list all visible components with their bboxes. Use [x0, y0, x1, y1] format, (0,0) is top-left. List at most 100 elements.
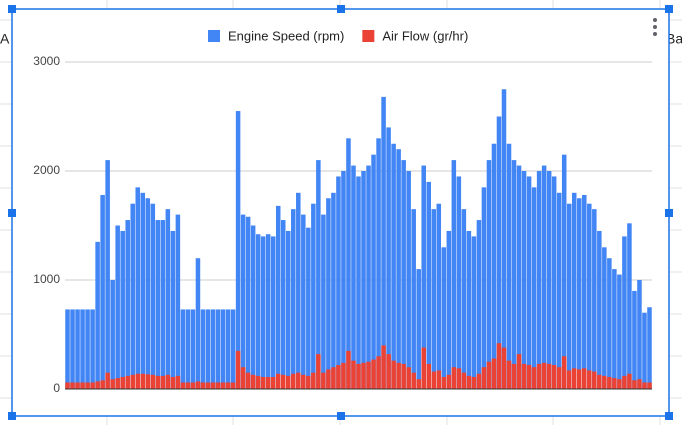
bar [491, 143, 497, 389]
bar [250, 225, 256, 389]
bar [165, 374, 171, 389]
bar [536, 363, 542, 389]
bar [220, 382, 226, 389]
cell-text: A [0, 31, 10, 47]
bar [200, 309, 206, 389]
bar [321, 214, 326, 389]
bar [647, 382, 652, 389]
bar [356, 176, 361, 389]
bar [426, 181, 431, 389]
bar [301, 374, 306, 389]
bar [160, 375, 166, 389]
bar [346, 138, 351, 389]
bar [406, 367, 411, 389]
bar [381, 345, 386, 389]
bar [346, 350, 351, 389]
bar [321, 372, 326, 389]
resize-handles[interactable] [8, 5, 673, 420]
bar [225, 309, 231, 389]
bar [145, 374, 151, 389]
bar [441, 377, 447, 389]
bar [270, 377, 276, 389]
bar [175, 214, 181, 389]
bar [622, 375, 627, 389]
bar [461, 209, 467, 389]
chart-menu[interactable] [653, 18, 657, 36]
bar [306, 227, 311, 389]
bar [436, 370, 442, 389]
bar [215, 382, 221, 389]
bar [526, 176, 532, 389]
bar [582, 368, 587, 389]
bar [531, 187, 537, 389]
bar [511, 363, 517, 389]
bar [170, 377, 176, 389]
bar [135, 187, 141, 389]
bar [391, 360, 396, 389]
bar [637, 379, 642, 389]
bar [185, 382, 191, 389]
legend-swatch [208, 30, 220, 42]
bar [371, 154, 376, 389]
bar [566, 203, 572, 389]
bar [155, 375, 161, 389]
bar [406, 171, 411, 389]
bar [255, 375, 261, 389]
bar [291, 373, 296, 389]
bar [416, 269, 421, 389]
bar [90, 309, 95, 389]
bar [431, 209, 437, 389]
bar [331, 192, 336, 389]
bar [617, 379, 622, 389]
bar [451, 160, 457, 389]
bar [235, 111, 241, 390]
bar [461, 372, 467, 389]
bar [592, 209, 597, 389]
bar [180, 309, 186, 389]
bar [546, 171, 552, 389]
bar [481, 187, 487, 389]
bar [165, 209, 171, 389]
bar [90, 382, 95, 389]
bar [286, 230, 291, 389]
bar [265, 377, 271, 389]
bar [105, 160, 110, 389]
bar [65, 382, 70, 389]
bar [210, 309, 216, 389]
bar [361, 362, 366, 389]
bar [531, 367, 537, 389]
bar [316, 160, 321, 389]
bar [587, 370, 592, 389]
bar [150, 374, 156, 389]
bar [70, 382, 75, 389]
bar [381, 96, 386, 389]
bar [401, 363, 406, 389]
bar [536, 171, 542, 389]
bar [396, 149, 401, 389]
bar [115, 225, 120, 389]
bar [230, 309, 236, 389]
bar [411, 372, 416, 389]
bar [65, 309, 70, 389]
cell-text: Ba [666, 31, 682, 47]
bar [571, 368, 577, 389]
bar [376, 356, 381, 389]
bar [436, 203, 442, 389]
bar [311, 203, 316, 389]
bar [486, 361, 492, 389]
bar [255, 234, 261, 389]
bar [215, 309, 221, 389]
legend-swatch [362, 30, 375, 42]
bar [80, 382, 85, 389]
bar [366, 361, 371, 389]
bar [341, 362, 346, 389]
bar [642, 312, 647, 389]
bar [466, 230, 472, 389]
bar [180, 382, 186, 389]
bar [617, 274, 622, 389]
bar [210, 382, 216, 389]
bar [592, 371, 597, 389]
bar [391, 143, 396, 389]
bar [386, 127, 391, 390]
